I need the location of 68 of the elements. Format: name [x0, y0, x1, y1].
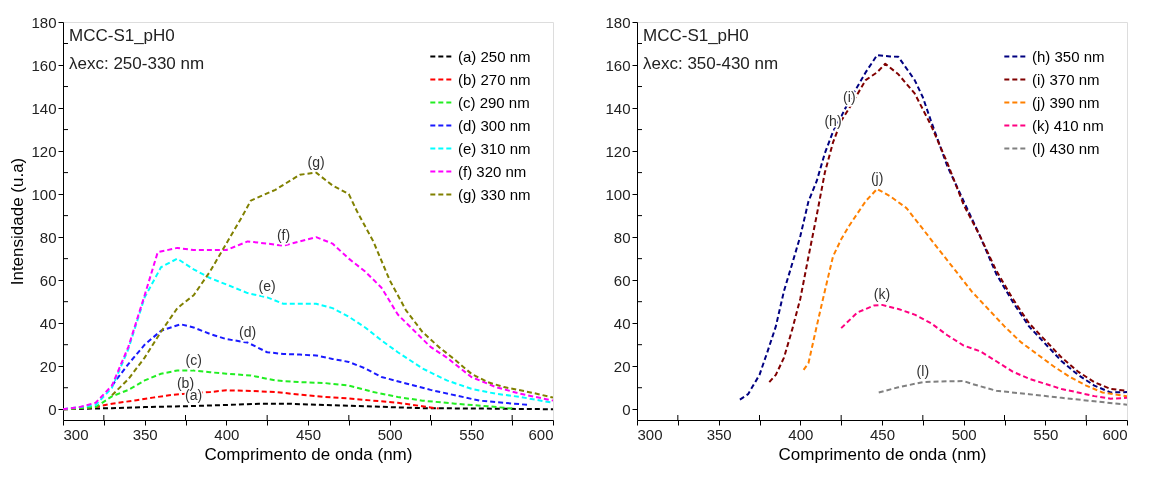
annotation: λexc: 250-330 nm	[69, 54, 205, 73]
y-tick-label: 0	[622, 400, 631, 418]
line-series	[802, 187, 1127, 398]
y-tick-label: 0	[48, 400, 57, 418]
x-tick-label: 450	[869, 425, 896, 443]
y-tick-label: 140	[605, 99, 631, 117]
y-tick-label: 180	[31, 13, 57, 31]
y-tick-label: 180	[605, 13, 631, 31]
legend-label: (k) 410 nm	[1032, 116, 1104, 134]
x-tick-label: 300	[63, 425, 89, 443]
annotation: (b)	[176, 374, 195, 391]
annotation: (l)	[916, 363, 930, 380]
legend-label: (e) 310 nm	[458, 139, 531, 157]
y-axis-title: Intensidade (u.a)	[8, 157, 28, 286]
annotation: (i)	[843, 89, 856, 106]
x-tick-label: 300	[637, 425, 663, 443]
y-tick-label: 20	[613, 357, 631, 375]
legend-label: (i) 370 nm	[1032, 70, 1100, 88]
annotation: λexc: 350-430 nm	[643, 54, 779, 73]
y-tick-label: 100	[31, 185, 57, 203]
legend-label: (f) 320 nm	[458, 162, 527, 180]
y-tick-label: 60	[613, 271, 631, 289]
annotation: (c)	[185, 351, 202, 368]
y-tick-label: 60	[39, 271, 57, 289]
annotation: MCC-S1_pH0	[643, 26, 749, 45]
y-tick-label: 100	[605, 185, 631, 203]
annotation: (j)	[870, 169, 884, 186]
x-tick-label: 450	[295, 425, 322, 443]
x-tick-label: 600	[528, 425, 554, 443]
x-tick-label: 350	[132, 425, 158, 443]
x-tick-label: 400	[214, 425, 240, 443]
legend-label: (d) 300 nm	[458, 116, 531, 134]
x-tick-label: 350	[706, 425, 732, 443]
legend-label: (j) 390 nm	[1032, 93, 1100, 111]
y-tick-label: 120	[605, 142, 631, 160]
x-tick-label: 550	[1033, 425, 1059, 443]
y-tick-label: 160	[605, 56, 631, 74]
y-tick-label: 80	[39, 228, 57, 246]
y-tick-label: 40	[39, 314, 57, 332]
annotation: MCC-S1_pH0	[69, 26, 175, 45]
legend-label: (l) 430 nm	[1032, 139, 1100, 157]
line-series	[877, 380, 1127, 406]
legend-label: (c) 290 nm	[458, 93, 530, 111]
x-tick-label: 400	[788, 425, 814, 443]
line-series	[111, 323, 530, 406]
x-tick-label: 600	[1102, 425, 1128, 443]
y-tick-label: 120	[31, 142, 57, 160]
y-tick-label: 20	[39, 357, 57, 375]
x-tick-label: 500	[951, 425, 977, 443]
y-tick-label: 80	[613, 228, 631, 246]
x-axis-title: Comprimento de onda (nm)	[204, 444, 413, 464]
y-tick-label: 140	[31, 99, 57, 117]
y-tick-label: 40	[613, 314, 631, 332]
annotation: (f)	[276, 226, 291, 243]
annotation: (h)	[824, 112, 842, 129]
legend-label: (b) 270 nm	[458, 70, 531, 88]
line-series	[840, 303, 1127, 400]
annotation: (k)	[873, 285, 891, 302]
annotation: (g)	[307, 153, 325, 170]
annotation: (d)	[239, 323, 257, 340]
x-axis-title: Comprimento de onda (nm)	[778, 444, 987, 464]
legend-label: (a) 250 nm	[458, 47, 531, 65]
annotation: (e)	[258, 278, 276, 295]
y-tick-label: 160	[31, 56, 57, 74]
legend-label: (h) 350 nm	[1032, 47, 1105, 65]
legend-label: (g) 330 nm	[458, 185, 531, 203]
x-tick-label: 550	[459, 425, 485, 443]
x-tick-label: 500	[377, 425, 403, 443]
